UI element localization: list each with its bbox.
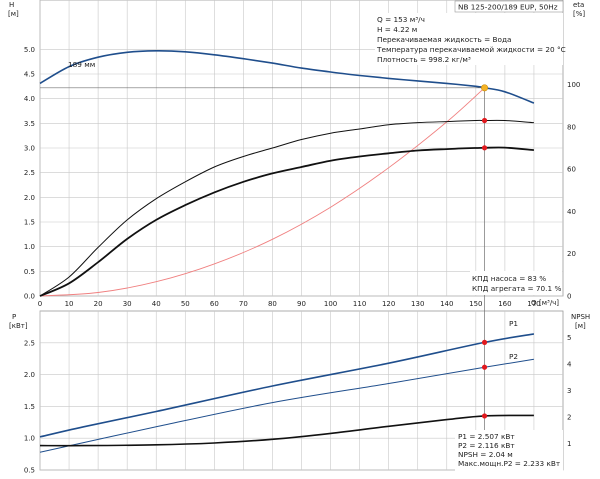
panel-1-y-tick-label: 1.5 xyxy=(24,219,35,227)
x-tick-label: 130 xyxy=(411,300,424,308)
panel-2-y-tick-label: 1.5 xyxy=(24,403,35,411)
panel-1-y-tick-label: 3.5 xyxy=(24,120,35,128)
panel-1-y2-tick-label: 60 xyxy=(567,166,576,174)
efficiency-info-pump: КПД насоса = 83 % xyxy=(472,274,546,283)
panel-1-y-tick-label: 2.0 xyxy=(24,194,35,202)
power-info-p1: P1 = 2.507 кВт xyxy=(458,432,515,441)
x-tick-label: 60 xyxy=(210,300,219,308)
npsh-axis-title: NPSH xyxy=(571,313,590,321)
eta-axis-unit: [%] xyxy=(573,10,585,18)
unit-efficiency-curve xyxy=(39,146,534,297)
panel-2-y2-tick-label: 3 xyxy=(567,387,571,395)
duty-info-box xyxy=(375,13,563,65)
q-axis-title: Q xyxy=(531,299,537,307)
x-tick-label: 120 xyxy=(382,300,395,308)
panel-2-operating-point-2 xyxy=(481,364,488,370)
power-info-box xyxy=(455,430,563,472)
x-tick-label: 100 xyxy=(324,300,337,308)
efficiency-info-box xyxy=(470,271,562,295)
duty-info-head: H = 4.22 м xyxy=(377,25,417,34)
eta-axis-title: eta xyxy=(573,1,584,9)
npsh-axis-unit: [м] xyxy=(575,322,586,330)
panel-1-y2-tick-label: 40 xyxy=(567,208,576,216)
marker-layer xyxy=(40,84,489,470)
pump-title: NB 125-200/189 EUP, 50Hz xyxy=(458,3,558,12)
x-tick-label: 140 xyxy=(440,300,453,308)
pump-title-box xyxy=(454,0,564,13)
panel-1-y2-tick-label: 0 xyxy=(567,293,571,301)
duty-info-flow: Q = 153 м³/ч xyxy=(377,15,425,24)
duty-info-temperature: Температура перекачиваемой жидкости = 20… xyxy=(376,45,566,54)
h-axis-title: H xyxy=(9,1,14,9)
x-tick-label: 50 xyxy=(181,300,190,308)
efficiency-info-unit: КПД агрегата = 70.1 % xyxy=(472,284,561,293)
p1-curve-label: P1 xyxy=(509,319,518,328)
panel-1-y-tick-label: 5.0 xyxy=(24,46,35,54)
x-tick-label: 160 xyxy=(498,300,511,308)
q-axis-unit: [м³/ч] xyxy=(539,299,559,307)
panel-1-y2-tick-label: 80 xyxy=(567,123,576,131)
power-info-p2: P2 = 2.116 кВт xyxy=(458,441,515,450)
panel-1-operating-point-2 xyxy=(481,117,488,124)
x-tick-label: 170 xyxy=(527,300,540,308)
panel-2-y-tick-label: 2.0 xyxy=(24,371,35,379)
panel-1-y-tick-label: 0.0 xyxy=(24,293,35,301)
head-curve xyxy=(39,49,535,104)
x-tick-label: 10 xyxy=(65,300,74,308)
panel-1-y-tick-label: 3.0 xyxy=(24,145,35,153)
x-tick-label: 110 xyxy=(353,300,366,308)
p-axis-unit: [кВт] xyxy=(9,322,28,330)
curve-layer xyxy=(39,49,535,453)
x-tick-label: 150 xyxy=(469,300,482,308)
panel-2-y2-tick-label: 5 xyxy=(567,334,571,342)
grid-layer xyxy=(39,0,564,471)
impeller-label: 189 мм xyxy=(68,60,95,69)
pump-efficiency-curve xyxy=(39,119,534,297)
x-tick-label: 20 xyxy=(94,300,103,308)
npsh-curve xyxy=(39,414,534,447)
panel-2-y2-tick-label: 4 xyxy=(567,361,572,369)
panel-1-y-tick-label: 0.5 xyxy=(24,268,35,276)
panel-2-y-tick-label: 0.5 xyxy=(24,467,35,475)
x-tick-label: 80 xyxy=(268,300,277,308)
panel-1-y2-tick-label: 100 xyxy=(567,81,580,89)
system-curve xyxy=(39,87,485,297)
x-tick-label: 40 xyxy=(152,300,161,308)
duty-point-marker xyxy=(481,84,489,92)
h-axis-unit: [м] xyxy=(8,10,19,18)
panel-2-operating-point-3 xyxy=(481,413,488,419)
p-axis-title: P xyxy=(12,313,16,321)
panel-1-y-tick-label: 2.5 xyxy=(24,169,35,177)
tick-layer: 0 10 20 30 40 50 60 70 80 90 100 110 120 130 140 150 160… xyxy=(24,46,581,475)
panel-1-y2-tick-label: 20 xyxy=(567,250,576,258)
panel-2-y2-tick-label: 2 xyxy=(567,414,571,422)
panel-1-y-tick-label: 1.0 xyxy=(24,243,35,251)
panel-2-y-tick-label: 2.5 xyxy=(24,339,35,347)
panel-1-y-tick-label: 4.5 xyxy=(24,71,35,79)
panel-1-operating-point-3 xyxy=(481,145,488,151)
x-tick-label: 30 xyxy=(123,300,132,308)
x-tick-label: 0 xyxy=(38,300,42,308)
p2-curve-label: P2 xyxy=(509,352,518,361)
p1-power-curve xyxy=(39,333,535,438)
x-tick-label: 90 xyxy=(297,300,306,308)
panel-2-y2-tick-label: 1 xyxy=(567,440,571,448)
panel-1-y-tick-label: 4.0 xyxy=(24,95,35,103)
panel-2-operating-point-1 xyxy=(481,339,488,345)
power-info-npsh: NPSH = 2.04 м xyxy=(458,450,513,459)
duty-info-liquid: Перекачиваемая жидкость = Вода xyxy=(377,35,512,44)
duty-info-density: Плотность = 998.2 кг/м³ xyxy=(377,55,471,64)
panel-2-y-tick-label: 1.0 xyxy=(24,435,35,443)
power-info-max-power: Макс.мощн.P2 = 2.233 кВт xyxy=(458,459,561,468)
x-tick-label: 70 xyxy=(239,300,248,308)
